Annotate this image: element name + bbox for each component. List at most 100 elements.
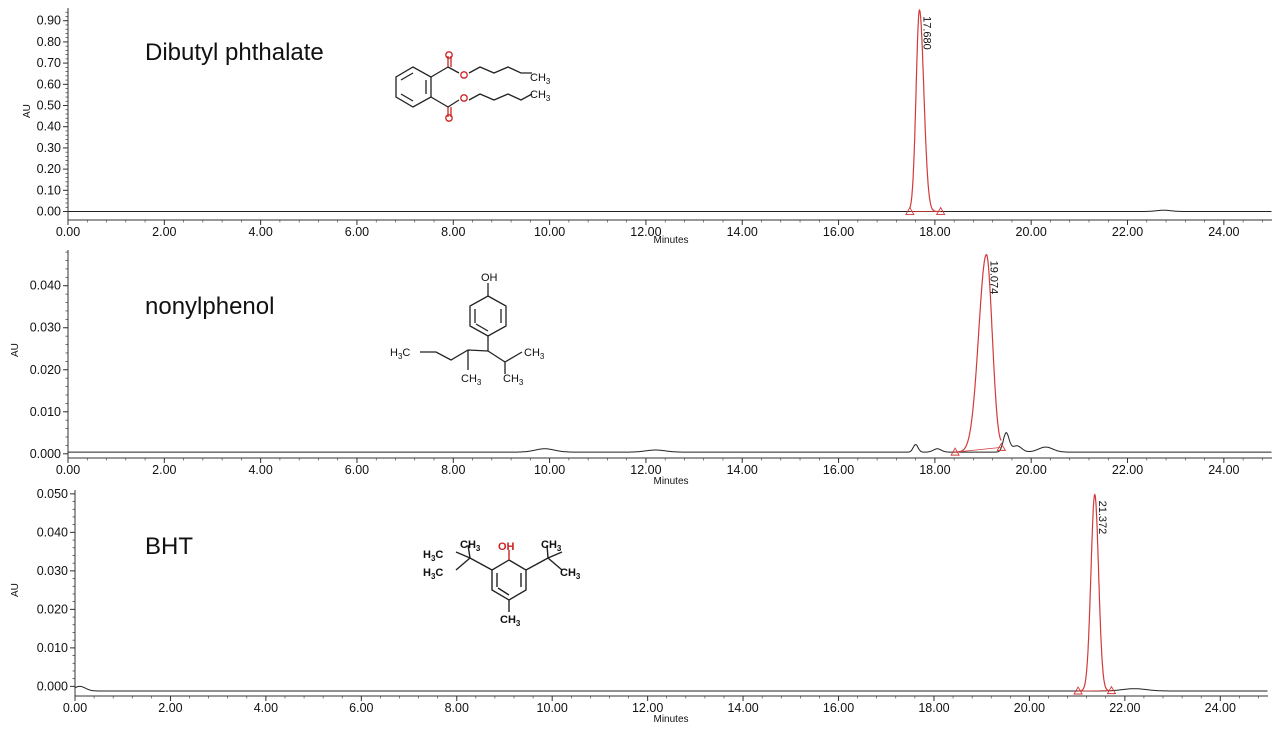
ring-double-bond [497, 587, 510, 596]
ch3-label: CH3 [461, 373, 482, 387]
peak-retention-label: 21.372 [1096, 501, 1108, 535]
x-tick-label: 18.00 [919, 463, 950, 477]
h3c-label: H3C [390, 347, 410, 361]
ester-bond [447, 66, 460, 74]
x-tick-label: 4.00 [248, 463, 272, 477]
baseline-trace [74, 685, 1268, 692]
x-tick-label: 8.00 [441, 225, 465, 239]
x-tick-label: 14.00 [727, 463, 758, 477]
tbutyl-methyl [455, 551, 471, 559]
ester-bond [430, 96, 449, 108]
x-tick-label: 12.00 [632, 701, 663, 715]
ring-double-bond [475, 323, 489, 332]
y-tick-label: 0.00 [37, 205, 61, 219]
integration-marker [1073, 686, 1083, 695]
ring-double-bond [400, 72, 414, 81]
y-tick-label: 0.10 [37, 183, 61, 197]
x-tick-label: 8.00 [445, 701, 469, 715]
butyl-chain [468, 93, 533, 101]
y-tick-label: 0.20 [37, 162, 61, 176]
x-tick-label: 18.00 [919, 225, 950, 239]
ch3-label: CH3 [503, 373, 524, 387]
x-tick-label: 20.00 [1014, 701, 1045, 715]
ring-double-bond [400, 93, 414, 102]
x-tick-label: 16.00 [823, 701, 854, 715]
y-tick-label: 0.040 [37, 525, 68, 539]
x-tick-label: 14.00 [727, 701, 758, 715]
bht-structure [455, 544, 563, 612]
x-tick-label: 6.00 [345, 225, 369, 239]
integration-marker [950, 447, 960, 456]
y-tick-label: 0.50 [37, 99, 61, 113]
x-tick-label: 22.00 [1112, 225, 1143, 239]
tbutyl-methyl [547, 551, 563, 559]
integration-marker [996, 442, 1007, 451]
tbutyl-bond [469, 557, 493, 571]
ester-bond [430, 66, 449, 78]
x-tick-label: 4.00 [248, 225, 272, 239]
y-tick-label: 0.050 [37, 487, 68, 501]
y-tick-label: 0.000 [37, 679, 68, 693]
oxygen-atom [460, 94, 468, 102]
y-tick-label: 0.020 [37, 602, 68, 616]
ch3-label: CH3 [530, 89, 551, 103]
x-tick-label: 2.00 [158, 701, 182, 715]
y-tick-label: 0.000 [30, 447, 61, 461]
x-tick-label: 12.00 [630, 225, 661, 239]
x-tick-label: 22.00 [1112, 463, 1143, 477]
ch3-label: CH3 [560, 567, 581, 581]
x-tick-label: 18.00 [918, 701, 949, 715]
ester-bond [447, 99, 460, 108]
y-axis-label: AU [10, 583, 21, 597]
nonylphenol-structure [420, 283, 523, 374]
tbutyl-methyl [467, 544, 471, 559]
alkyl-chain [487, 350, 506, 363]
oxygen-atom [445, 51, 453, 59]
panel-dibutyl-phthalate: Dibutyl phthalate AU Minutes CH3 CH3 0.0 [22, 8, 1272, 246]
x-axis-label: Minutes [653, 714, 688, 725]
compound-name: Dibutyl phthalate [145, 39, 324, 66]
hydroxyl-label: OH [481, 272, 498, 284]
tbutyl-methyl [547, 557, 563, 571]
x-tick-label: 24.00 [1208, 225, 1239, 239]
tbutyl-bond [525, 557, 549, 571]
x-tick-label: 6.00 [349, 701, 373, 715]
x-tick-label: 0.00 [63, 701, 87, 715]
integration-baseline [955, 446, 1002, 453]
y-tick-label: 0.010 [37, 641, 68, 655]
y-tick-label: 0.020 [30, 363, 61, 377]
dibutyl-phthalate-structure [395, 51, 533, 122]
peak-trace [1078, 493, 1112, 692]
x-tick-label: 10.00 [534, 225, 565, 239]
y-tick-label: 0.010 [30, 405, 61, 419]
x-tick-label: 14.00 [727, 225, 758, 239]
x-tick-label: 24.00 [1205, 701, 1236, 715]
integration-marker [935, 206, 946, 215]
x-tick-label: 24.00 [1208, 463, 1239, 477]
x-tick-label: 20.00 [1016, 463, 1047, 477]
x-tick-label: 2.00 [152, 463, 176, 477]
x-tick-label: 22.00 [1109, 701, 1140, 715]
ch3-label: CH3 [541, 539, 562, 553]
y-tick-label: 0.030 [30, 321, 61, 335]
ch3-label: CH3 [460, 539, 481, 553]
x-tick-label: 0.00 [56, 225, 80, 239]
y-tick-label: 0.70 [37, 56, 61, 70]
panel-bht: BHT AU Minutes OH CH3 CH3 H3C H3C CH3 CH… [10, 487, 1268, 725]
h3c-label: H3C [423, 549, 443, 563]
y-tick-label: 0.040 [30, 279, 61, 293]
y-tick-label: 0.30 [37, 141, 61, 155]
y-tick-label: 0.80 [37, 35, 61, 49]
y-tick-label: 0.90 [37, 14, 61, 28]
x-tick-label: 12.00 [630, 463, 661, 477]
x-axis-label: Minutes [653, 235, 688, 246]
y-axis-label: AU [10, 343, 21, 357]
tbutyl-methyl [455, 557, 471, 571]
h3c-label: H3C [423, 567, 443, 581]
oxygen-atom [445, 114, 453, 122]
y-tick-label: 0.40 [37, 120, 61, 134]
panel-nonylphenol: nonylphenol AU Minutes OH H3C CH3 CH3 CH… [10, 250, 1272, 487]
oxygen-atom [460, 71, 468, 79]
peak-retention-label: 17.680 [920, 16, 932, 50]
